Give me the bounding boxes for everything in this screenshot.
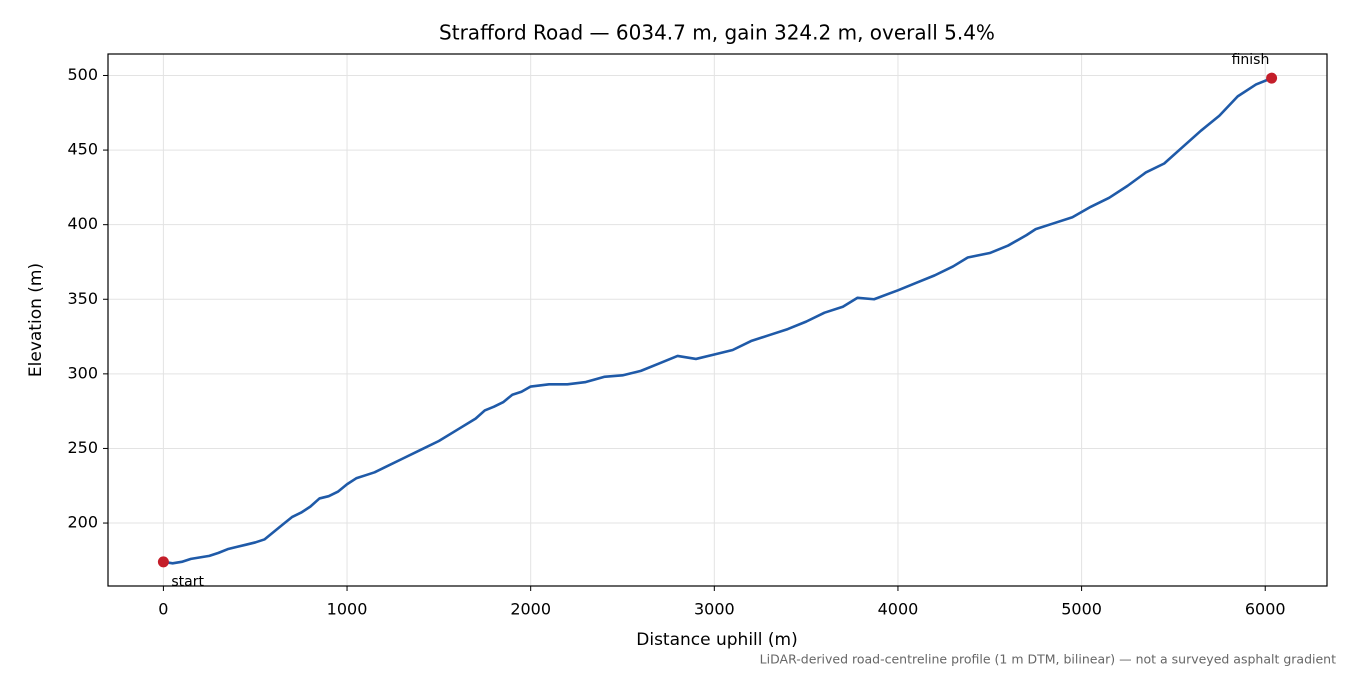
x-tick-label: 0: [158, 600, 168, 619]
y-tick-label: 250: [67, 438, 98, 457]
y-tick-label: 200: [67, 513, 98, 532]
x-axis-label: Distance uphill (m): [636, 630, 797, 650]
x-tick-label: 6000: [1245, 600, 1286, 619]
y-axis-label: Elevation (m): [26, 263, 46, 377]
annotation: finish: [1232, 52, 1270, 68]
profile-line: [163, 76, 1273, 565]
y-tick-label: 350: [67, 289, 98, 308]
x-tick-label: 2000: [510, 600, 551, 619]
y-tick-label: 500: [67, 65, 98, 84]
endpoint-marker: [157, 556, 169, 568]
endpoint-marker: [1266, 72, 1278, 84]
plot-frame: [107, 53, 1328, 587]
y-tick-label: 400: [67, 214, 98, 233]
x-tick-label: 1000: [327, 600, 368, 619]
chart-title: Strafford Road — 6034.7 m, gain 324.2 m,…: [439, 21, 995, 45]
y-tick-label: 300: [67, 363, 98, 382]
annotation: start: [171, 574, 204, 590]
x-tick-label: 4000: [878, 600, 919, 619]
x-tick-label: 3000: [694, 600, 735, 619]
x-tick-label: 5000: [1061, 600, 1102, 619]
y-tick-label: 450: [67, 140, 98, 159]
footnote: LiDAR-derived road-centreline profile (1…: [760, 652, 1336, 667]
